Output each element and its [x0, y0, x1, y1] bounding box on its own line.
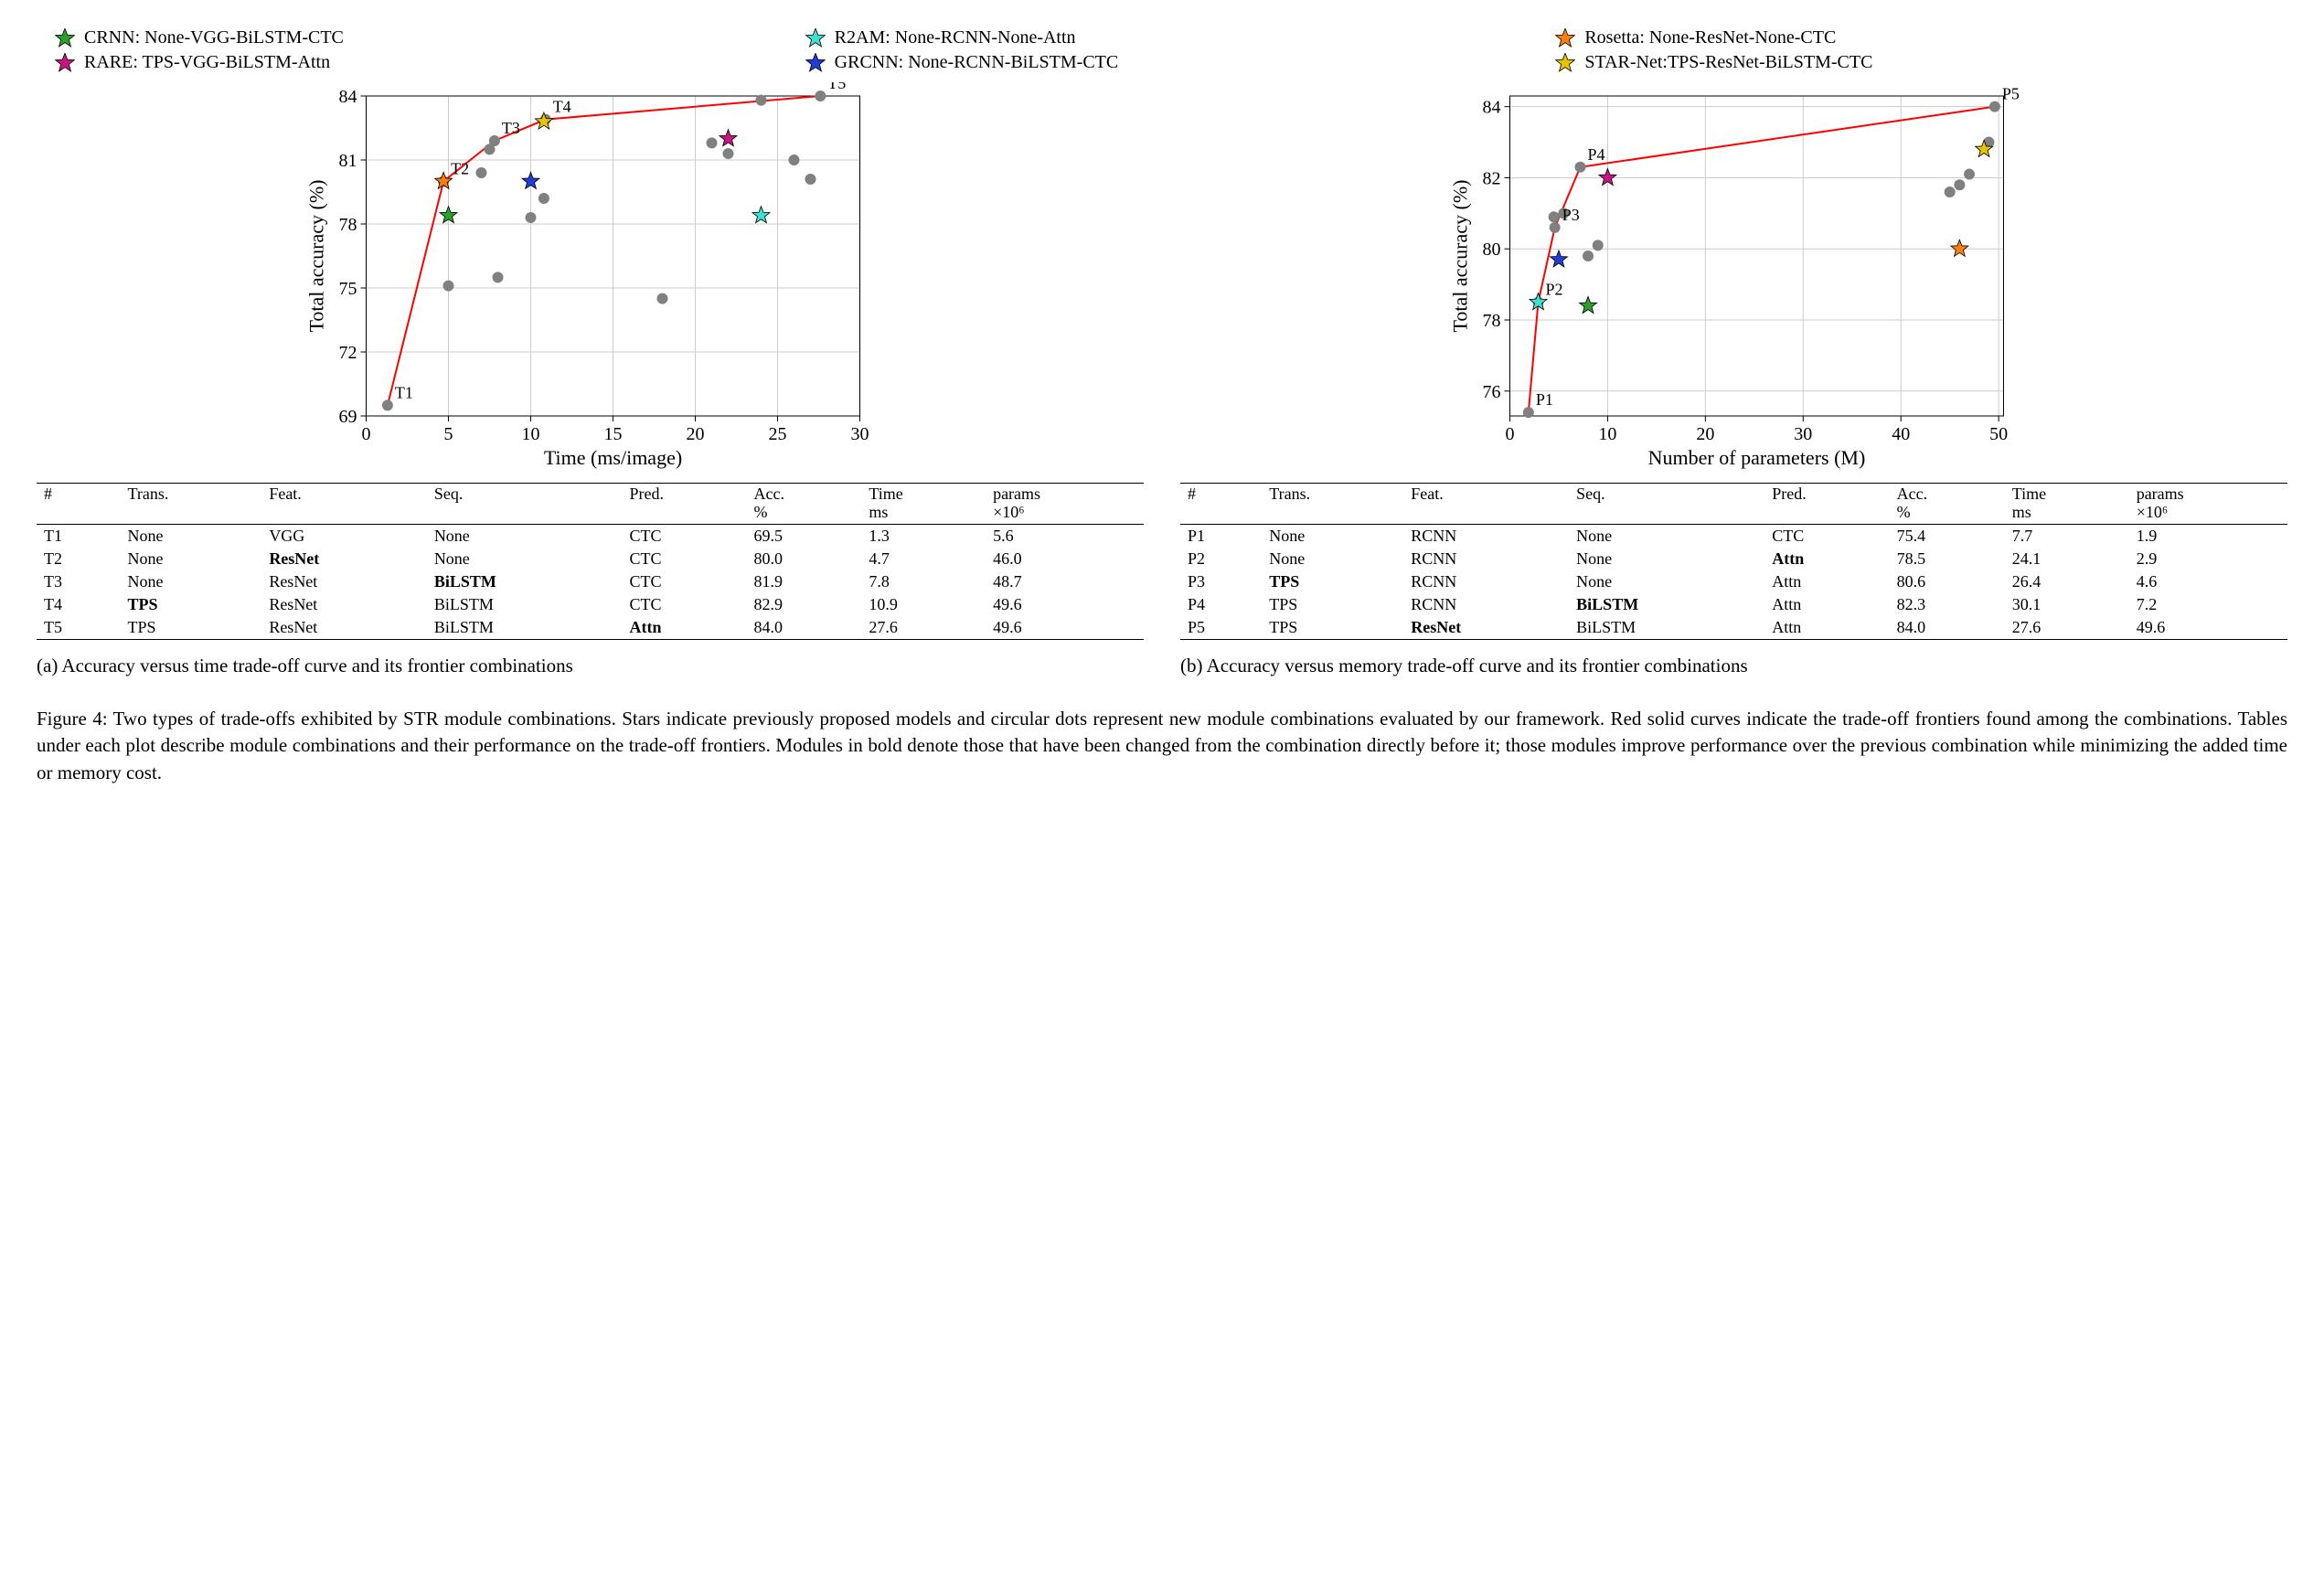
- svg-text:Number of parameters (M): Number of parameters (M): [1648, 446, 1866, 469]
- table-b: #Trans.Feat.Seq.Pred.Acc.%Timemsparams×1…: [1180, 483, 2287, 640]
- svg-text:P3: P3: [1562, 206, 1580, 224]
- svg-text:78: 78: [339, 215, 357, 235]
- svg-text:Total accuracy (%): Total accuracy (%): [1449, 179, 1472, 332]
- svg-text:30: 30: [851, 424, 869, 444]
- svg-text:78: 78: [1483, 311, 1501, 331]
- legend-label: Rosetta: None-ResNet-None-CTC: [1584, 27, 1836, 48]
- svg-text:84: 84: [339, 87, 357, 107]
- svg-text:72: 72: [339, 343, 357, 363]
- legend-r2am: R2AM: None-RCNN-None-Attn: [805, 27, 1519, 48]
- svg-text:Total accuracy (%): Total accuracy (%): [305, 179, 328, 332]
- svg-text:75: 75: [339, 279, 357, 299]
- plot-a: 0 5 10 15 20 25 30 69 72 75 78 81 84 Time (ms/image) T…: [37, 82, 1144, 475]
- legend-label: STAR-Net:TPS-ResNet-BiLSTM-CTC: [1584, 52, 1872, 73]
- svg-text:84: 84: [1483, 98, 1501, 118]
- svg-text:30: 30: [1794, 424, 1812, 444]
- panel-a: 0 5 10 15 20 25 30 69 72 75 78 81 84 Time (ms/image) T…: [37, 82, 1144, 678]
- svg-text:76: 76: [1483, 382, 1501, 402]
- legend-row-2: RARE: TPS-VGG-BiLSTM-Attn GRCNN: None-RC…: [37, 52, 2287, 73]
- legend-label: RARE: TPS-VGG-BiLSTM-Attn: [84, 52, 330, 73]
- panel-b: 0 10 20 30 40 50 76 78 80 82 84 Number of parameter…: [1180, 82, 2287, 678]
- svg-text:80: 80: [1483, 240, 1501, 260]
- svg-text:Time (ms/image): Time (ms/image): [544, 446, 682, 469]
- svg-text:81: 81: [339, 151, 357, 171]
- svg-text:P1: P1: [1536, 390, 1553, 409]
- svg-text:50: 50: [1989, 424, 2008, 444]
- legend: CRNN: None-VGG-BiLSTM-CTC R2AM: None-RCN…: [37, 27, 2287, 73]
- svg-text:0: 0: [1506, 424, 1515, 444]
- table-a: #Trans.Feat.Seq.Pred.Acc.%Timemsparams×1…: [37, 483, 1144, 640]
- svg-text:15: 15: [604, 424, 623, 444]
- svg-text:69: 69: [339, 407, 357, 427]
- svg-text:10: 10: [1598, 424, 1616, 444]
- svg-text:T4: T4: [553, 98, 571, 116]
- star-icon: [1555, 53, 1575, 73]
- svg-text:T5: T5: [827, 82, 846, 92]
- svg-text:5: 5: [444, 424, 453, 444]
- legend-grcnn: GRCNN: None-RCNN-BiLSTM-CTC: [805, 52, 1519, 73]
- star-icon: [805, 53, 826, 73]
- svg-text:T2: T2: [451, 159, 469, 177]
- svg-text:40: 40: [1892, 424, 1910, 444]
- svg-text:25: 25: [769, 424, 787, 444]
- plot-b: 0 10 20 30 40 50 76 78 80 82 84 Number of parameter…: [1180, 82, 2287, 475]
- legend-crnn: CRNN: None-VGG-BiLSTM-CTC: [55, 27, 769, 48]
- star-icon: [55, 28, 75, 48]
- svg-text:P2: P2: [1546, 281, 1563, 299]
- svg-text:T1: T1: [395, 383, 413, 401]
- svg-text:T3: T3: [502, 119, 520, 137]
- sub-caption-b: (b) Accuracy versus memory trade-off cur…: [1180, 653, 2287, 678]
- svg-text:P5: P5: [2002, 85, 2020, 103]
- svg-text:P4: P4: [1587, 145, 1604, 164]
- legend-rare: RARE: TPS-VGG-BiLSTM-Attn: [55, 52, 769, 73]
- legend-starnet: STAR-Net:TPS-ResNet-BiLSTM-CTC: [1555, 52, 2269, 73]
- legend-row-1: CRNN: None-VGG-BiLSTM-CTC R2AM: None-RCN…: [37, 27, 2287, 48]
- figure-caption: Figure 4: Two types of trade-offs exhibi…: [37, 706, 2287, 786]
- legend-label: CRNN: None-VGG-BiLSTM-CTC: [84, 27, 344, 48]
- svg-text:10: 10: [522, 424, 540, 444]
- legend-label: GRCNN: None-RCNN-BiLSTM-CTC: [835, 52, 1119, 73]
- svg-text:20: 20: [687, 424, 705, 444]
- star-icon: [55, 53, 75, 73]
- legend-label: R2AM: None-RCNN-None-Attn: [835, 27, 1076, 48]
- star-icon: [1555, 28, 1575, 48]
- svg-text:82: 82: [1483, 168, 1501, 188]
- svg-text:20: 20: [1696, 424, 1714, 444]
- panels-container: 0 5 10 15 20 25 30 69 72 75 78 81 84 Time (ms/image) T…: [37, 82, 2287, 678]
- svg-text:0: 0: [362, 424, 371, 444]
- legend-rosetta: Rosetta: None-ResNet-None-CTC: [1555, 27, 2269, 48]
- sub-caption-a: (a) Accuracy versus time trade-off curve…: [37, 653, 1144, 678]
- star-icon: [805, 28, 826, 48]
